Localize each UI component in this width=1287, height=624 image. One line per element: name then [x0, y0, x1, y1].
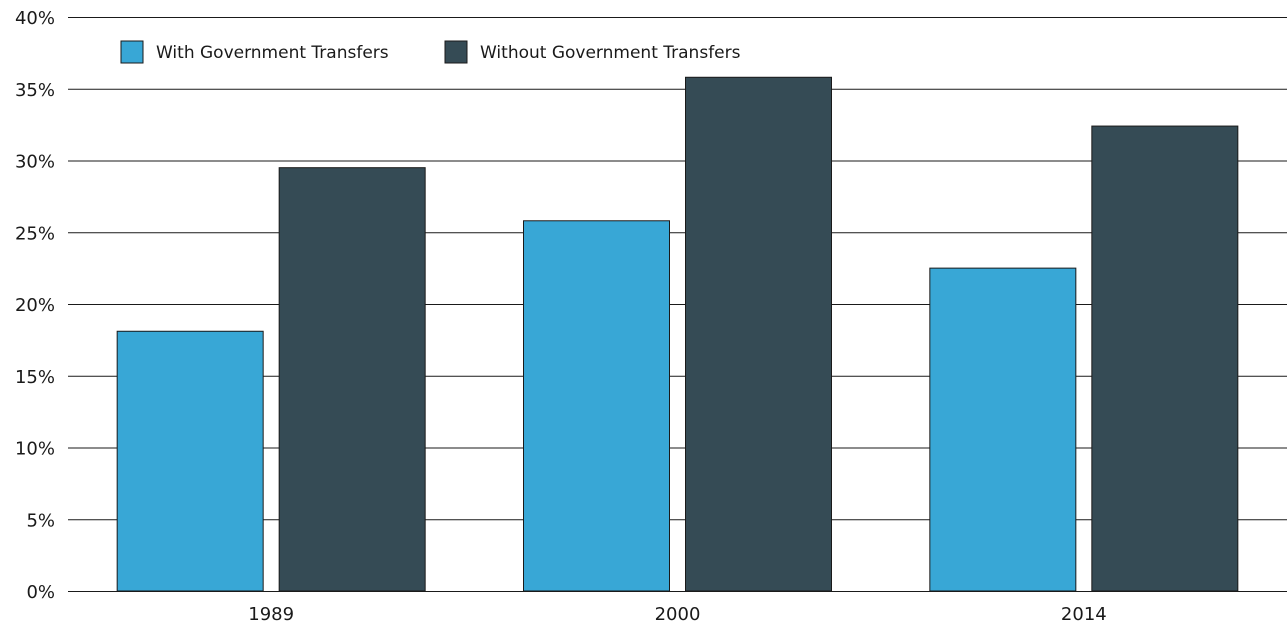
- bar-1989-without-transfers: [278, 167, 426, 592]
- legend-swatch: [444, 40, 468, 64]
- y-tick-label: 0%: [26, 582, 55, 603]
- legend-swatch: [120, 40, 144, 64]
- y-axis-tick-labels: 0% 5% 10% 15% 20% 25% 30% 35% 40%: [15, 8, 55, 603]
- legend-label: With Government Transfers: [156, 43, 389, 63]
- bar-2000-without-transfers: [685, 76, 832, 592]
- bar-2000-with-transfers: [523, 220, 670, 592]
- gridlines: [68, 17, 1287, 592]
- y-tick-label: 35%: [15, 80, 55, 101]
- y-tick-label: 10%: [15, 439, 55, 460]
- legend: With Government Transfers Without Governm…: [120, 40, 741, 64]
- x-axis-tick-labels: 1989 2000 2014: [248, 604, 1106, 624]
- bar-2014-without-transfers: [1091, 125, 1239, 592]
- y-tick-label: 15%: [15, 367, 55, 388]
- bar-1989-with-transfers: [116, 330, 264, 592]
- x-tick-label: 2000: [655, 604, 701, 624]
- bars: [116, 76, 1239, 592]
- x-tick-label: 1989: [248, 604, 294, 624]
- y-tick-label: 25%: [15, 223, 55, 244]
- y-tick-label: 40%: [15, 8, 55, 29]
- x-tick-label: 2014: [1061, 604, 1107, 624]
- y-tick-label: 30%: [15, 152, 55, 173]
- legend-label: Without Government Transfers: [480, 43, 741, 63]
- y-tick-label: 20%: [15, 295, 55, 316]
- y-tick-label: 5%: [26, 510, 55, 531]
- bar-2014-with-transfers: [929, 267, 1077, 592]
